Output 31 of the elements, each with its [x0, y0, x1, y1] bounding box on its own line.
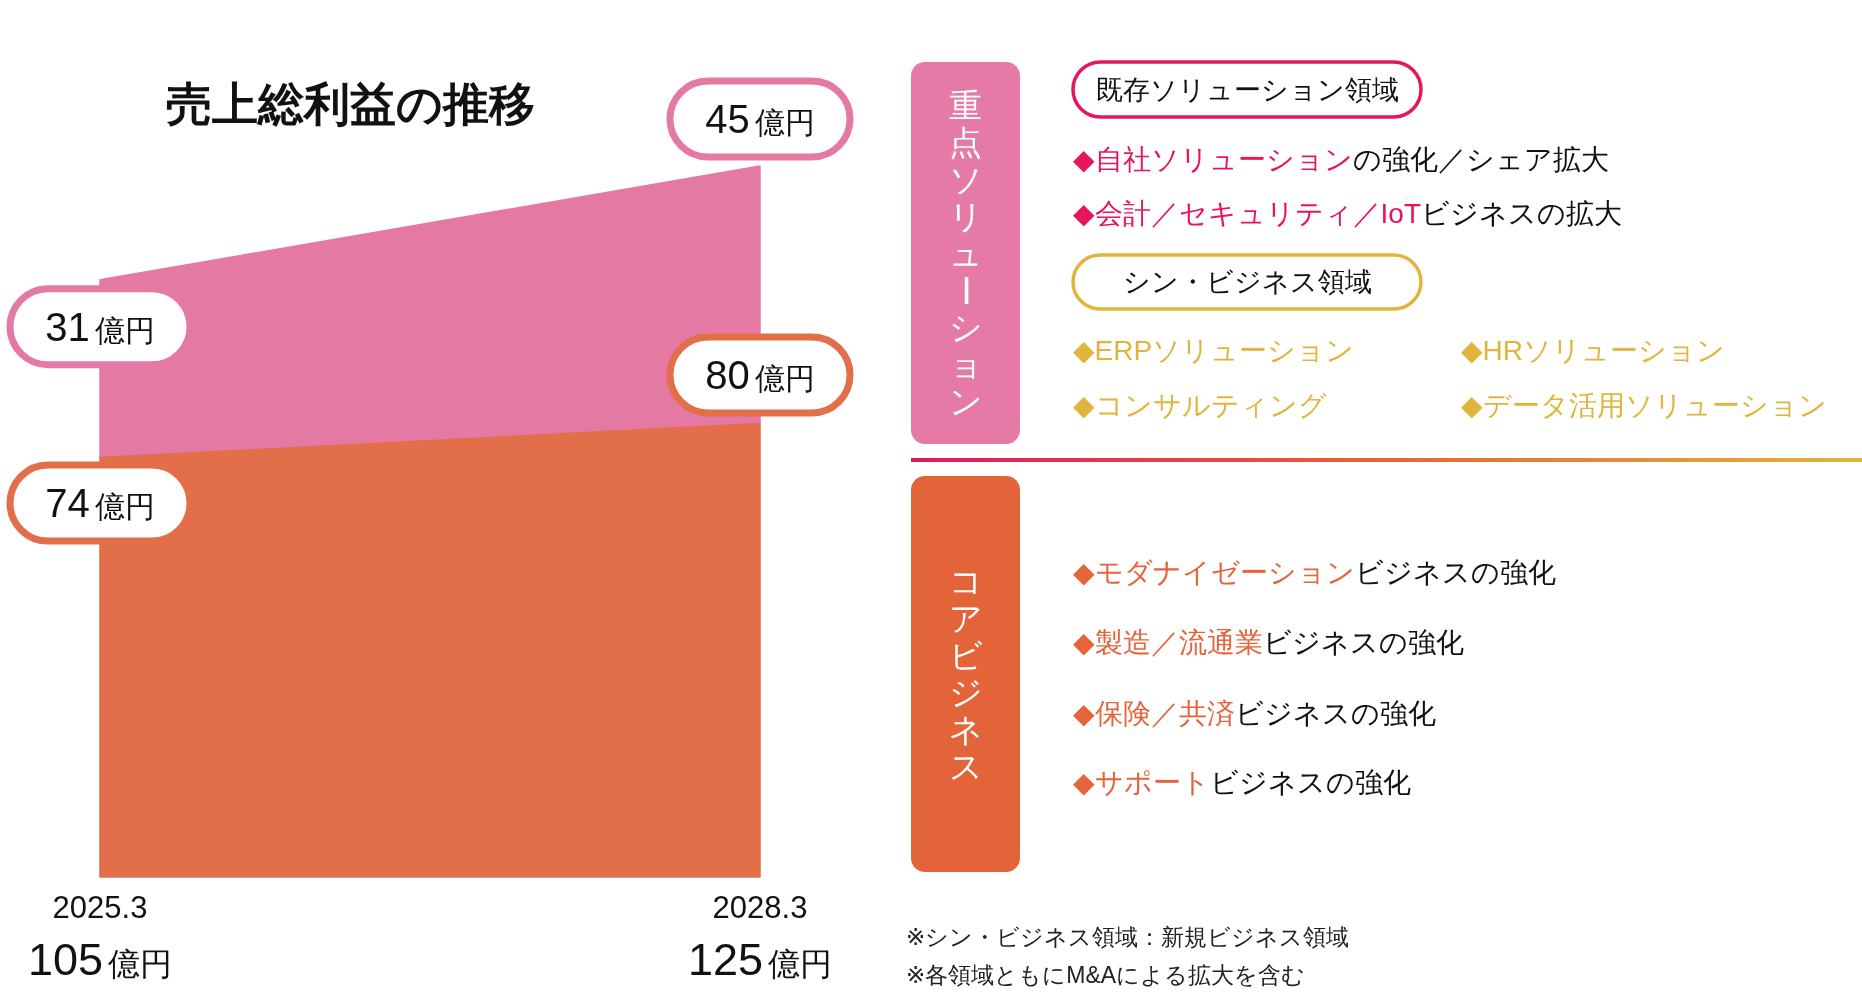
annotation: ◆コンサルティング [1073, 389, 1327, 421]
annotation: ビジネスの強化 [1354, 556, 1556, 588]
annotation: 105億円 [27, 934, 173, 985]
annotation: ◆保険／共済 [1073, 697, 1235, 729]
annotation: ◆会計／セキュリティ／IoT [1073, 197, 1421, 229]
annotation: ◆サポート [1073, 766, 1210, 798]
x-tick-label: 2025.3 [52, 890, 148, 925]
data-label: 31億円 [45, 304, 155, 349]
annotation: ※シン・ビジネス領域：新規ビジネス領域 [906, 924, 1350, 950]
annotation: シン・ビジネス領域 [1122, 267, 1372, 297]
annotation: ビジネスの強化 [1209, 766, 1411, 798]
data-label: 74億円 [45, 481, 155, 526]
annotation: ◆データ活用ソリューション [1461, 389, 1827, 421]
annotation: ◆モダナイゼーション [1073, 556, 1355, 588]
chart-title: 売上総利益の推移 [166, 78, 535, 130]
annotation: 125億円 [687, 934, 833, 985]
data-label: 45億円 [705, 97, 815, 141]
annotation: 既存ソリューション領域 [1095, 74, 1399, 105]
annotation: ◆自社ソリューション [1073, 143, 1353, 175]
annotation: ビジネスの拡大 [1421, 197, 1622, 229]
annotation: ビジネスの強化 [1262, 626, 1464, 658]
annotation: 重点ソリューション [947, 86, 984, 420]
annotation: ※各領域ともにM&Aによる拡大を含む [906, 962, 1306, 988]
data-label: 80億円 [705, 352, 815, 397]
annotation: ◆ERPソリューション [1073, 334, 1355, 366]
annotation: コアビジネス [948, 563, 983, 785]
x-tick-label: 2028.3 [712, 890, 808, 925]
annotation: ビジネスの強化 [1234, 697, 1436, 729]
annotation: ◆製造／流通業 [1073, 626, 1263, 658]
annotation: ◆HRソリューション [1461, 334, 1725, 366]
annotation: の強化／シェア拡大 [1352, 143, 1609, 175]
